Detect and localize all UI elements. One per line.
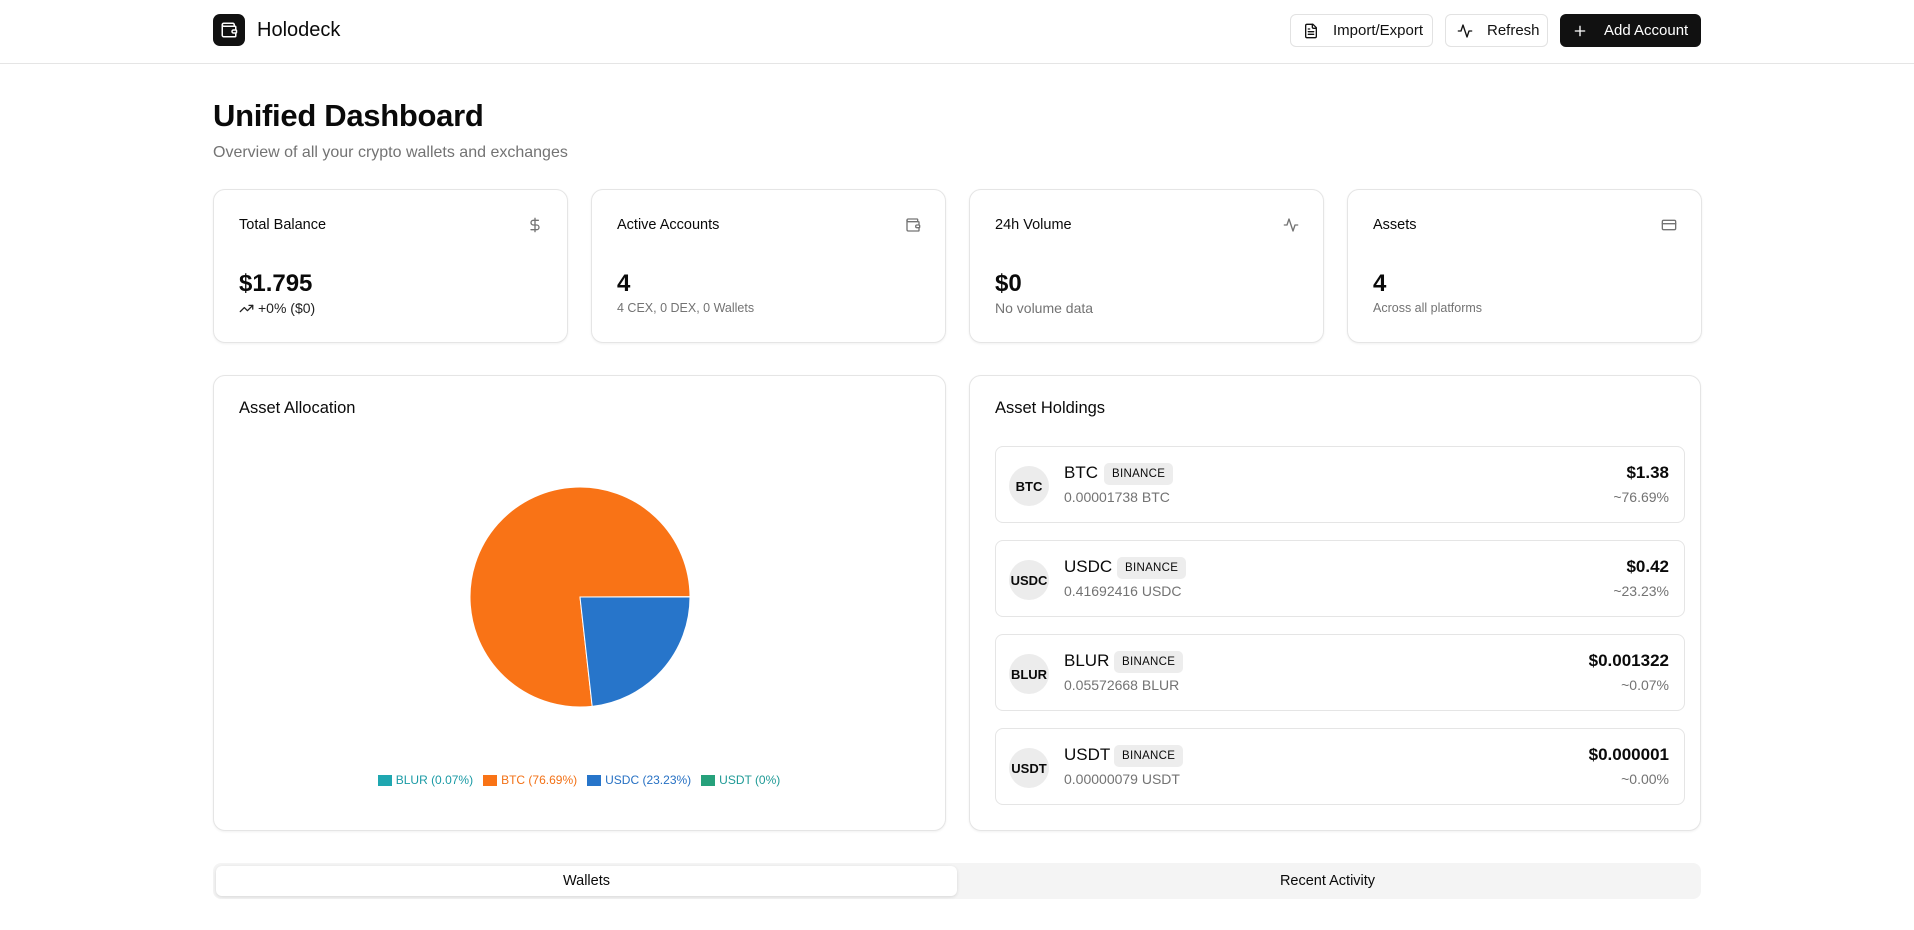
asset-percent: ~0.00% xyxy=(1621,771,1669,787)
stat-sub: Across all platforms xyxy=(1373,301,1483,315)
add-account-label: Add Account xyxy=(1604,22,1689,39)
assets-card: Assets 4 Across all platforms xyxy=(1347,189,1702,343)
asset-allocation-panel: Asset Allocation BLUR (0.07%) BTC (76.69… xyxy=(213,375,946,831)
asset-value: $0.000001 xyxy=(1588,745,1669,764)
asset-amount: 0.00001738 BTC xyxy=(1064,489,1170,505)
exchange-badge: BINANCE xyxy=(1114,745,1184,767)
asset-avatar: USDT xyxy=(1009,748,1049,788)
refresh-label: Refresh xyxy=(1487,22,1540,39)
legend-swatch xyxy=(701,774,716,786)
holding-row[interactable]: BLUR BLUR BINANCE 0.05572668 BLUR $0.001… xyxy=(995,634,1685,711)
balance-change-text: +0% ($0) xyxy=(258,300,316,316)
stat-label: 24h Volume xyxy=(995,217,1072,233)
file-icon xyxy=(1305,23,1317,38)
import-export-label: Import/Export xyxy=(1333,22,1424,39)
refresh-button[interactable]: Refresh xyxy=(1445,14,1548,47)
legend-swatch xyxy=(587,774,602,786)
dollar-icon xyxy=(530,217,540,233)
tab-recent-activity[interactable]: Recent Activity xyxy=(1279,873,1376,889)
asset-symbol: BTC xyxy=(1064,463,1098,482)
stat-label: Active Accounts xyxy=(617,217,720,233)
top-header: Holodeck Import/Export Refresh Add Accou… xyxy=(0,0,1914,64)
stat-label: Assets xyxy=(1373,217,1417,233)
stat-sub: 4 CEX, 0 DEX, 0 Wallets xyxy=(617,301,755,315)
holdings-title: Asset Holdings xyxy=(995,399,1106,417)
asset-holdings-panel: Asset Holdings BTC BTC BINANCE 0.0000173… xyxy=(969,375,1701,831)
allocation-pie-chart xyxy=(469,486,691,708)
legend-label: USDT (0%) xyxy=(719,773,781,787)
page-title: Unified Dashboard xyxy=(213,98,484,133)
wallet-logo-icon xyxy=(213,14,245,46)
import-export-button[interactable]: Import/Export xyxy=(1290,14,1433,47)
legend-item: USDC (23.23%) xyxy=(587,773,691,787)
exchange-badge: BINANCE xyxy=(1114,651,1184,673)
asset-avatar: BTC xyxy=(1009,466,1049,506)
legend-label: BLUR (0.07%) xyxy=(395,773,474,787)
asset-avatar: BLUR xyxy=(1009,654,1049,694)
asset-symbol: USDC xyxy=(1064,557,1113,576)
stat-value: $1.795 xyxy=(239,270,313,297)
page-subtitle: Overview of all your crypto wallets and … xyxy=(213,144,568,161)
wallet-icon xyxy=(906,218,921,232)
exchange-badge: BINANCE xyxy=(1104,463,1174,485)
asset-value: $1.38 xyxy=(1626,463,1669,482)
stat-value: 4 xyxy=(1373,270,1387,297)
legend-swatch xyxy=(483,774,498,786)
legend-item: BTC (76.69%) xyxy=(483,773,577,787)
asset-amount: 0.41692416 USDC xyxy=(1064,583,1182,599)
trending-up-icon xyxy=(239,304,254,312)
legend-label: BTC (76.69%) xyxy=(501,773,578,787)
plus-icon xyxy=(1574,25,1586,36)
holding-row[interactable]: USDC USDC BINANCE 0.41692416 USDC $0.42 … xyxy=(995,540,1685,617)
asset-symbol: USDT xyxy=(1064,745,1111,764)
tab-list: Wallets Recent Activity xyxy=(213,863,1701,899)
add-account-button[interactable]: Add Account xyxy=(1560,14,1701,47)
stat-label: Total Balance xyxy=(239,217,327,233)
asset-avatar: USDC xyxy=(1009,560,1049,600)
legend-swatch xyxy=(377,774,392,786)
asset-value: $0.001322 xyxy=(1588,651,1669,670)
asset-amount: 0.05572668 BLUR xyxy=(1064,677,1180,693)
balance-change: +0% ($0) xyxy=(239,300,315,316)
legend-item: USDT (0%) xyxy=(701,773,780,787)
stat-value: $0 xyxy=(995,270,1022,297)
active-accounts-card: Active Accounts 4 4 CEX, 0 DEX, 0 Wallet… xyxy=(591,189,946,343)
stat-sub: No volume data xyxy=(995,300,1094,316)
asset-symbol: BLUR xyxy=(1064,651,1110,670)
asset-amount: 0.00000079 USDT xyxy=(1064,771,1180,787)
exchange-badge: BINANCE xyxy=(1117,557,1187,579)
activity-icon xyxy=(1457,23,1473,38)
asset-percent: ~0.07% xyxy=(1621,677,1669,693)
pie-slice-usdc[interactable] xyxy=(579,596,691,707)
allocation-title: Asset Allocation xyxy=(239,399,356,417)
holding-row[interactable]: BTC BTC BINANCE 0.00001738 BTC $1.38 ~76… xyxy=(995,446,1685,523)
tab-wallets[interactable]: Wallets xyxy=(216,866,957,896)
asset-value: $0.42 xyxy=(1626,557,1669,576)
holding-row[interactable]: USDT USDT BINANCE 0.00000079 USDT $0.000… xyxy=(995,728,1685,805)
credit-card-icon xyxy=(1661,219,1677,231)
total-balance-card: Total Balance $1.795 +0% ($0) xyxy=(213,189,568,343)
stat-value: 4 xyxy=(617,270,631,297)
app-name: Holodeck xyxy=(257,19,341,41)
chart-legend: BLUR (0.07%) BTC (76.69%) USDC (23.23%) … xyxy=(214,773,944,787)
activity-icon xyxy=(1283,218,1299,232)
legend-item: BLUR (0.07%) xyxy=(377,773,474,787)
asset-percent: ~23.23% xyxy=(1613,583,1669,599)
legend-label: USDC (23.23%) xyxy=(605,773,692,787)
volume-card: 24h Volume $0 No volume data xyxy=(969,189,1324,343)
asset-percent: ~76.69% xyxy=(1613,489,1669,505)
